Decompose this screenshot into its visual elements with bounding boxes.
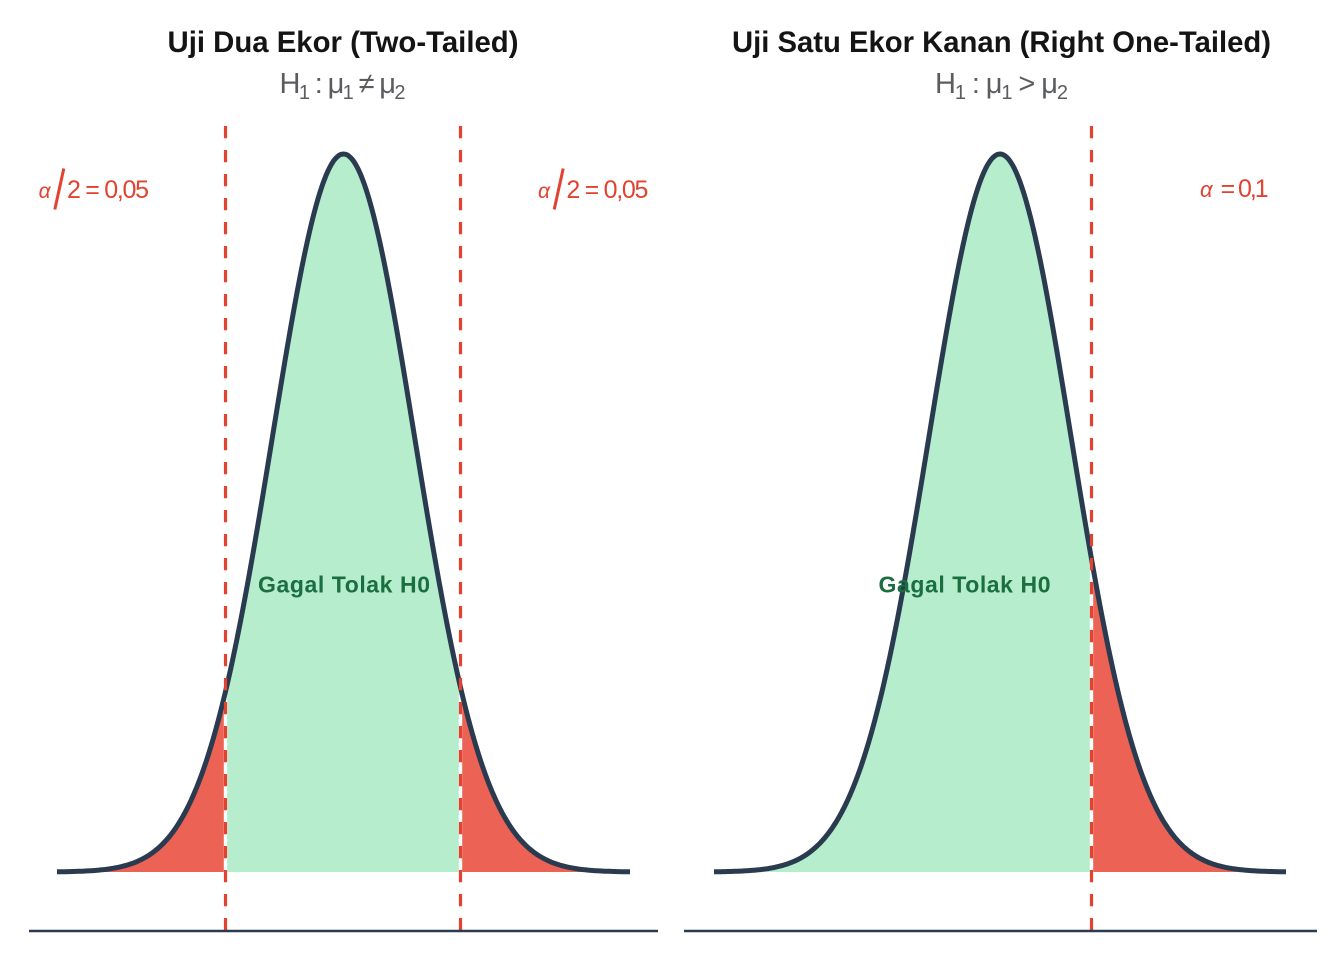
svg-text:Uji Satu Ekor Kanan (Right One: Uji Satu Ekor Kanan (Right One-Tailed) xyxy=(732,26,1271,59)
svg-text:= 0,1: = 0,1 xyxy=(1221,175,1269,203)
svg-text:Gagal Tolak H0: Gagal Tolak H0 xyxy=(879,572,1051,598)
svg-text:2 = 0,05: 2 = 0,05 xyxy=(67,176,149,204)
svg-text:Uji Dua Ekor (Two-Tailed): Uji Dua Ekor (Two-Tailed) xyxy=(168,26,519,59)
svg-text:Gagal Tolak H0: Gagal Tolak H0 xyxy=(258,572,430,598)
svg-text:α: α xyxy=(538,180,551,203)
svg-text:2 = 0,05: 2 = 0,05 xyxy=(566,176,648,204)
svg-text:H1 : μ1 > μ2: H1 : μ1 > μ2 xyxy=(935,68,1068,104)
svg-text:α: α xyxy=(1200,177,1214,202)
svg-text:H1 : μ1 ≠ μ2: H1 : μ1 ≠ μ2 xyxy=(280,68,406,104)
svg-text:α: α xyxy=(39,180,52,203)
